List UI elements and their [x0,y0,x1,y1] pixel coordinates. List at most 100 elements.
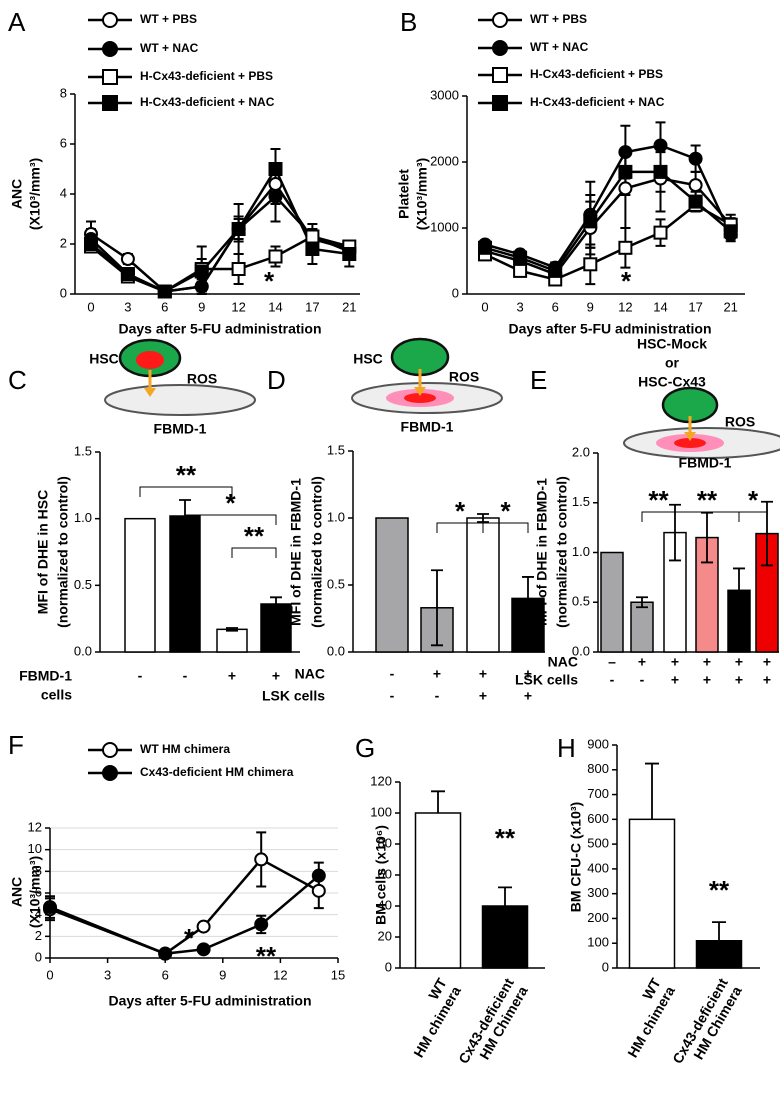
y-tick-label: 10 [28,841,42,856]
diagram-label: HSC-Mock [637,336,707,352]
x-tick-label: 3 [124,299,131,314]
data-point [583,257,598,272]
condition-mark: + [479,666,487,682]
data-point [688,194,703,209]
data-point [84,237,98,251]
bar [169,515,201,653]
series-line [49,857,320,956]
y-tick-label: 0.0 [327,643,345,658]
y-tick-label: 900 [587,736,609,751]
annotation: ** [256,941,277,971]
legend-marker [102,12,118,28]
data-point [196,942,211,957]
y-axis-label: (X10³/mm³) [27,158,43,230]
x-tick-label: 17 [305,299,319,314]
y-tick-label: 2 [35,928,42,943]
condition-mark: + [703,672,711,688]
x-tick-label: 12 [618,299,632,314]
data-point [268,177,283,191]
x-tick-label: 9 [198,299,205,314]
legend-label: WT + NAC [530,40,589,54]
legend-marker [102,765,118,781]
error-bar [498,886,512,906]
annotation: * [264,266,275,296]
significance-label: ** [176,460,197,490]
y-tick-label: 8 [60,85,67,100]
data-point [305,242,320,256]
data-point [43,900,57,915]
x-tick-label: 6 [161,299,168,314]
y-tick-label: 600 [587,811,609,826]
data-point [513,263,528,278]
y-axis-label: MFI of DHE in FBMD-1 [534,478,550,626]
ros-core [674,438,706,448]
y-tick-label: 8 [35,863,42,878]
y-tick-label: 0 [35,949,42,964]
data-point [688,178,703,193]
diagram-label: HSC [89,351,119,367]
condition-mark: - [640,672,645,688]
x-tick-label: 0 [87,299,94,314]
panel-letter: G [355,733,375,763]
y-tick-label: 100 [370,804,392,819]
error-bar [733,567,745,614]
condition-mark: - [610,672,615,688]
y-tick-label: 1.5 [74,443,92,458]
y-tick-label: 2 [60,235,67,250]
legend-marker [102,742,118,758]
significance-label: ** [648,485,669,515]
data-point [305,229,320,244]
panel-letter: C [8,365,27,395]
y-tick-label: 0 [602,959,609,974]
y-tick-label: 200 [587,910,609,925]
x-axis-label: Days after 5-FU administration [118,321,321,337]
legend-label: WT HM chimera [140,742,230,756]
data-point [618,181,633,196]
data-point [268,189,283,204]
error-bar [712,921,726,941]
x-tick-label: 6 [552,299,559,314]
data-point [653,164,668,179]
annotation: ** [495,823,516,853]
legend-label: H-Cx43-deficient + PBS [530,67,663,81]
diagram-label: or [665,355,680,371]
error-bar [522,576,534,621]
data-point [231,262,246,276]
condition-mark: + [671,654,679,670]
condition-mark: + [638,654,646,670]
data-point [618,240,633,255]
y-axis-label: (normalized to control) [55,476,71,628]
condition-label: NAC [548,654,578,670]
data-point [194,279,209,294]
y-axis-label: MFI of DHE in FBMD-1 [288,478,304,626]
significance-label: * [748,485,759,515]
condition-mark: + [524,666,532,682]
bar [628,818,676,969]
significance-label: ** [244,521,265,551]
ros-arrowhead [684,432,696,441]
x-tick-label: 21 [723,299,737,314]
legend-marker [492,12,508,28]
panel-letter: F [8,730,24,760]
significance-bracket [482,522,529,533]
condition-mark: - [435,688,440,704]
bar [466,517,500,653]
ros-core [404,393,436,403]
data-point [653,225,668,240]
diagram-label: HSC [353,351,383,367]
y-tick-label: 1.5 [572,494,590,509]
legend-marker [102,95,118,111]
significance-bracket [231,547,277,558]
condition-mark: - [183,668,188,684]
y-tick-label: 1000 [430,219,459,234]
stroma-cell [104,384,256,416]
y-tick-label: 0.5 [327,576,345,591]
x-tick-label: 9 [587,299,594,314]
diagram-label: ROS [187,371,217,387]
data-point [157,284,172,299]
x-tick-label: 14 [653,299,667,314]
y-tick-label: 1.0 [327,509,345,524]
y-tick-label: 0 [385,959,392,974]
y-axis-label: Platelet [396,169,412,219]
